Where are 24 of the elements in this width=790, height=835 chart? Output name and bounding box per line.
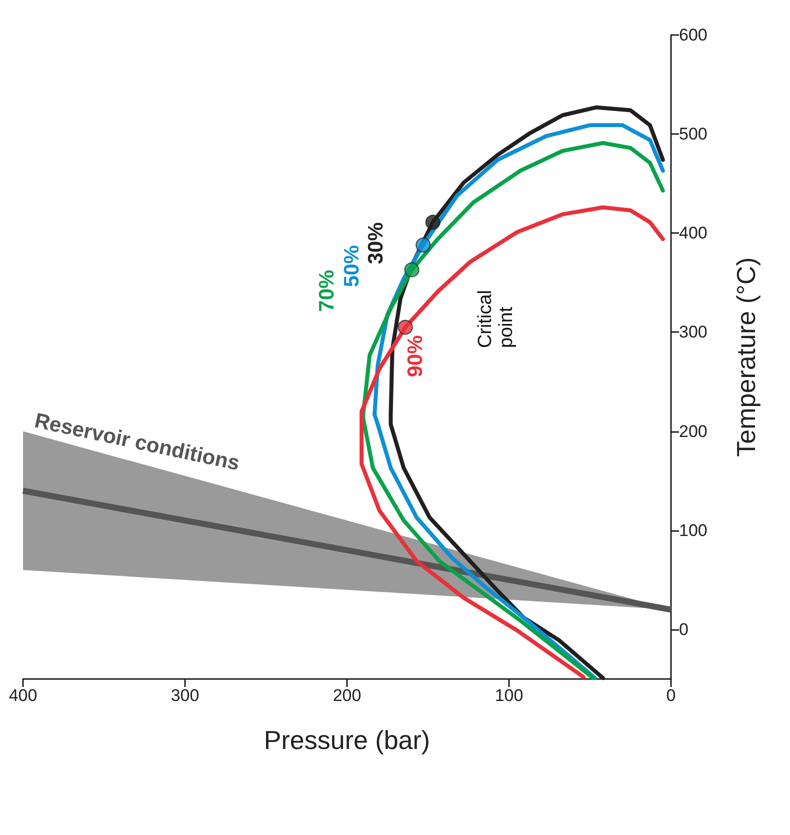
annotation: Critical point	[475, 290, 517, 348]
point	[416, 238, 431, 253]
text: Reservoir conditions	[32, 409, 242, 476]
y-tick-label: 200	[679, 422, 708, 441]
text: 70%	[315, 269, 338, 312]
y-tick-label: 300	[679, 322, 708, 342]
text: 50%	[340, 244, 364, 288]
text: 90%	[404, 334, 427, 378]
y-tick-label: 500	[679, 124, 708, 144]
x-axis-title: Pressure (bar)	[264, 725, 430, 755]
x-tick-label: 100	[494, 686, 524, 705]
y-tick-label: 0	[679, 620, 688, 639]
x-tick-label: 200	[332, 686, 362, 705]
point	[404, 262, 420, 278]
text: 30%	[364, 222, 388, 264]
x-tick-label: 400	[8, 686, 38, 705]
y-tick-label: 400	[679, 224, 708, 243]
x-tick-label: 0	[666, 686, 676, 705]
point	[425, 214, 440, 230]
y-axis-title: Temperature (°C)	[731, 257, 761, 457]
y-tick-label: 600	[679, 26, 708, 44]
x-tick-label: 300	[170, 686, 200, 705]
y-tick-label: 100	[679, 520, 708, 540]
point	[398, 320, 413, 335]
